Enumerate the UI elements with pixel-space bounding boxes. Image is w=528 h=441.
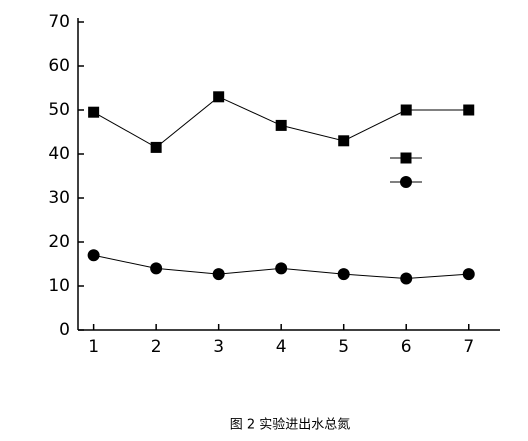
point [400, 104, 412, 116]
x-tick-label: 5 [338, 337, 349, 357]
x-tick-label: 3 [213, 337, 224, 357]
point [87, 249, 100, 262]
point [213, 91, 225, 103]
x-tick-label: 2 [151, 337, 162, 357]
y-tick-label: 30 [48, 188, 70, 208]
point [338, 135, 350, 147]
y-tick-label: 0 [59, 320, 70, 340]
caption: 图 2 实验进出水总氮 [230, 417, 351, 433]
point [150, 262, 163, 275]
point [337, 268, 350, 281]
point [463, 104, 475, 116]
y-tick-label: 40 [48, 144, 70, 164]
y-tick-label: 20 [48, 232, 70, 252]
point [400, 272, 413, 285]
legend-marker [400, 176, 412, 188]
point [88, 106, 100, 118]
point [275, 119, 287, 131]
y-tick-label: 10 [48, 276, 70, 296]
x-tick-label: 6 [401, 337, 412, 357]
point [150, 141, 162, 153]
y-tick-label: 70 [48, 12, 70, 32]
y-tick-label: 50 [48, 100, 70, 120]
point [212, 268, 225, 281]
x-tick-label: 4 [276, 337, 287, 357]
x-tick-label: 7 [463, 337, 474, 357]
legend-marker [400, 152, 412, 164]
x-tick-label: 1 [88, 337, 99, 357]
y-tick-label: 60 [48, 56, 70, 76]
point [275, 262, 288, 275]
point [462, 268, 475, 281]
